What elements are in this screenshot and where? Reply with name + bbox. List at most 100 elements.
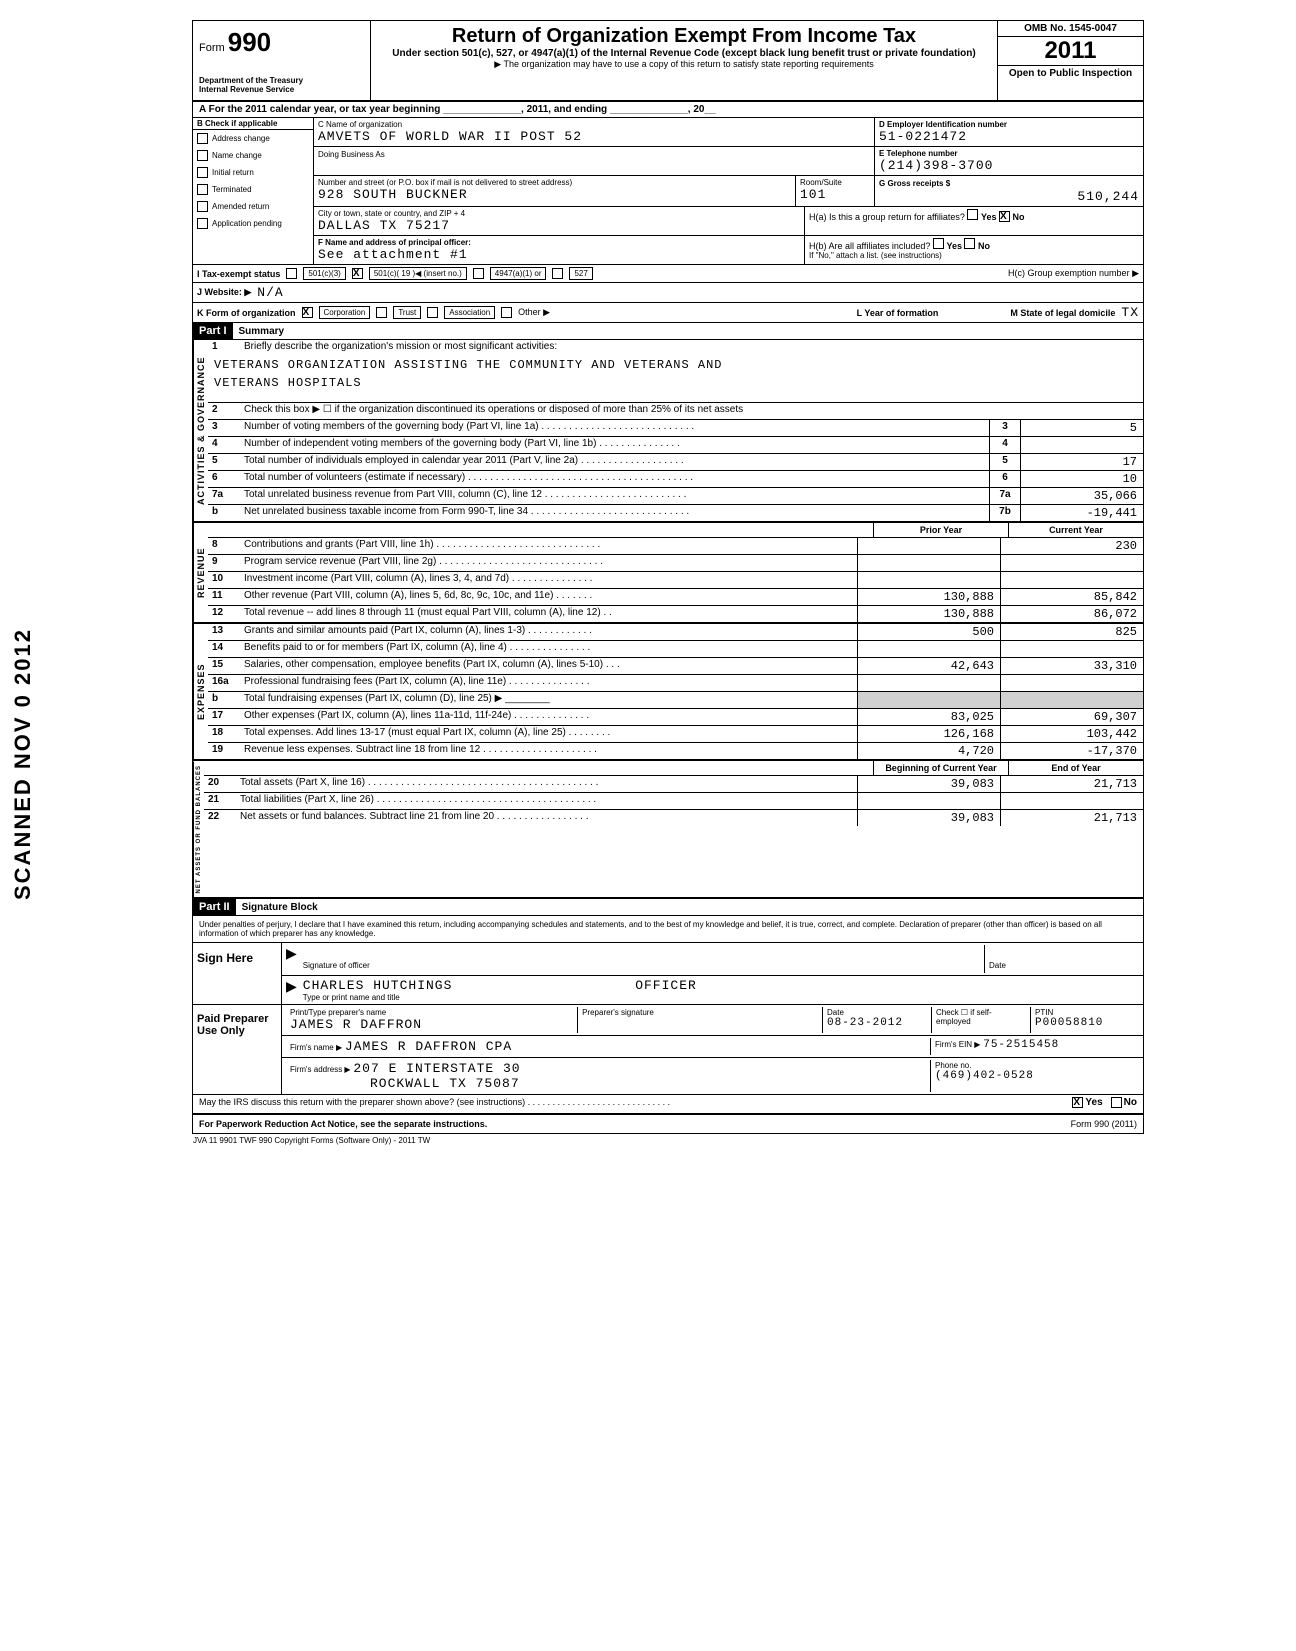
summary-row: 13Grants and similar amounts paid (Part … xyxy=(208,624,1143,641)
expenses-section: EXPENSES 13Grants and similar amounts pa… xyxy=(193,624,1143,761)
line-3: Number of voting members of the governin… xyxy=(240,420,989,436)
open-public: Open to Public Inspection xyxy=(998,66,1143,81)
year-formation-label: L Year of formation xyxy=(857,308,939,318)
sig-date-label: Date xyxy=(989,961,1139,970)
vert-label-gov: ACTIVITIES & GOVERNANCE xyxy=(193,340,208,521)
org-form-row: K Form of organization Corporation Trust… xyxy=(193,303,1143,323)
firm-ein: 75-2515458 xyxy=(983,1039,1059,1051)
orgform-label: K Form of organization xyxy=(197,308,296,318)
mission-line-2: VETERANS HOSPITALS xyxy=(208,374,1143,403)
line-4: Number of independent voting members of … xyxy=(240,437,989,453)
form-ref: Form 990 (2011) xyxy=(1071,1119,1137,1129)
room-label: Room/Suite xyxy=(800,178,870,187)
scanned-stamp: SCANNED NOV 0 2012 xyxy=(10,628,36,900)
orgform-trust[interactable] xyxy=(376,307,387,318)
section-bcd: B Check if applicable Address change Nam… xyxy=(193,118,1143,265)
orgform-assoc[interactable] xyxy=(427,307,438,318)
summary-row: 20Total assets (Part X, line 16) . . . .… xyxy=(204,776,1143,793)
sign-here-section: Sign Here ▶ Signature of officer Date ▶ … xyxy=(193,943,1143,1005)
checkbox-address-change[interactable] xyxy=(197,133,208,144)
col-c-org-info: C Name of organization AMVETS OF WORLD W… xyxy=(314,118,1143,264)
hb-no[interactable] xyxy=(964,238,975,249)
city-value: DALLAS TX 75217 xyxy=(318,218,800,233)
phone-label: E Telephone number xyxy=(879,149,1139,158)
summary-row: 22Net assets or fund balances. Subtract … xyxy=(204,810,1143,826)
form-990-container: Form 990 Department of the Treasury Inte… xyxy=(192,20,1144,1134)
phone-value: (214)398-3700 xyxy=(879,158,1139,173)
website-label: J Website: ▶ xyxy=(197,287,251,298)
summary-row: 16aProfessional fundraising fees (Part I… xyxy=(208,675,1143,692)
checkbox-app-pending[interactable] xyxy=(197,218,208,229)
line-4-value xyxy=(1021,437,1143,453)
ha-yes[interactable] xyxy=(967,209,978,220)
tax-year: 2011 xyxy=(998,37,1143,66)
firm-ein-label: Firm's EIN ▶ xyxy=(935,1040,980,1049)
beginning-year-header: Beginning of Current Year xyxy=(873,761,1008,775)
status-label: I Tax-exempt status xyxy=(197,269,280,279)
status-4947[interactable] xyxy=(473,268,484,279)
status-501c[interactable] xyxy=(352,268,363,279)
discuss-no[interactable] xyxy=(1111,1097,1122,1108)
line-2: Check this box ▶ ☐ if the organization d… xyxy=(240,403,1143,419)
status-501c3[interactable] xyxy=(286,268,297,279)
firm-phone: (469)402-0528 xyxy=(935,1070,1135,1082)
org-name: AMVETS OF WORLD WAR II POST 52 xyxy=(318,129,582,144)
preparer-sig-label: Preparer's signature xyxy=(582,1008,818,1017)
summary-row: 11Other revenue (Part VIII, column (A), … xyxy=(208,589,1143,606)
form-subtitle: Under section 501(c), 527, or 4947(a)(1)… xyxy=(379,48,989,59)
gross-value: 510,244 xyxy=(879,189,1139,204)
summary-row: 10Investment income (Part VIII, column (… xyxy=(208,572,1143,589)
line-5-value: 17 xyxy=(1021,454,1143,470)
officer-title: OFFICER xyxy=(635,978,697,993)
orgform-corp[interactable] xyxy=(302,307,313,318)
orgform-other[interactable] xyxy=(501,307,512,318)
firm-phone-label: Phone no. xyxy=(935,1061,1135,1070)
col-b-header: B Check if applicable xyxy=(193,118,313,130)
checkbox-initial-return[interactable] xyxy=(197,167,208,178)
preparer-date-label: Date xyxy=(827,1008,927,1017)
summary-row: 17Other expenses (Part IX, column (A), l… xyxy=(208,709,1143,726)
discuss-yes[interactable] xyxy=(1072,1097,1083,1108)
omb-number: OMB No. 1545-0047 xyxy=(998,21,1143,37)
summary-row: bTotal fundraising expenses (Part IX, co… xyxy=(208,692,1143,709)
hb-label: H(b) Are all affiliates included? Yes No xyxy=(809,238,1139,251)
dept-treasury: Department of the Treasury xyxy=(199,76,364,85)
officer-label: F Name and address of principal officer: xyxy=(318,238,800,247)
paperwork-notice: For Paperwork Reduction Act Notice, see … xyxy=(199,1119,487,1129)
vert-label-expenses: EXPENSES xyxy=(193,624,208,759)
line-6: Total number of volunteers (estimate if … xyxy=(240,471,989,487)
jva-footer: JVA 11 9901 TWF 990 Copyright Forms (Sof… xyxy=(193,1136,1143,1145)
room-value: 101 xyxy=(800,187,870,202)
website-row: J Website: ▶ N/A xyxy=(193,283,1143,303)
ein-value: 51-0221472 xyxy=(879,129,1139,144)
firm-name: JAMES R DAFFRON CPA xyxy=(345,1039,512,1054)
form-header: Form 990 Department of the Treasury Inte… xyxy=(193,21,1143,102)
preparer-name: JAMES R DAFFRON xyxy=(290,1017,573,1032)
col-b-checkboxes: B Check if applicable Address change Nam… xyxy=(193,118,314,264)
self-employed-check: Check ☐ if self-employed xyxy=(932,1007,1031,1033)
city-label: City or town, state or country, and ZIP … xyxy=(318,209,800,218)
checkbox-amended[interactable] xyxy=(197,201,208,212)
form-note: ▶ The organization may have to use a cop… xyxy=(379,59,989,70)
state-domicile-label: M State of legal domicile xyxy=(1010,308,1115,318)
hb-yes[interactable] xyxy=(933,238,944,249)
summary-row: 19Revenue less expenses. Subtract line 1… xyxy=(208,743,1143,759)
revenue-section: REVENUE Prior Year Current Year 8Contrib… xyxy=(193,523,1143,624)
form-number: Form 990 xyxy=(199,27,364,58)
checkbox-terminated[interactable] xyxy=(197,184,208,195)
tax-exempt-status-row: I Tax-exempt status 501(c)(3) 501(c)( 19… xyxy=(193,265,1143,283)
part-1-header: Part I Summary xyxy=(193,323,1143,340)
line-7a-value: 35,066 xyxy=(1021,488,1143,504)
addr-value: 928 SOUTH BUCKNER xyxy=(318,187,791,202)
status-527[interactable] xyxy=(552,268,563,279)
mission-line-1: VETERANS ORGANIZATION ASSISTING THE COMM… xyxy=(208,356,1143,374)
preparer-date: 08-23-2012 xyxy=(827,1017,927,1029)
officer-name: CHARLES HUTCHINGS xyxy=(303,978,453,993)
line-7b-value: -19,441 xyxy=(1021,505,1143,521)
ein-label: D Employer Identification number xyxy=(879,120,1139,129)
row-a-tax-year: A For the 2011 calendar year, or tax yea… xyxy=(193,102,1143,118)
ha-no[interactable] xyxy=(999,211,1010,222)
vert-label-net: NET ASSETS OR FUND BALANCES xyxy=(193,761,204,897)
checkbox-name-change[interactable] xyxy=(197,150,208,161)
ptin-label: PTIN xyxy=(1035,1008,1135,1017)
